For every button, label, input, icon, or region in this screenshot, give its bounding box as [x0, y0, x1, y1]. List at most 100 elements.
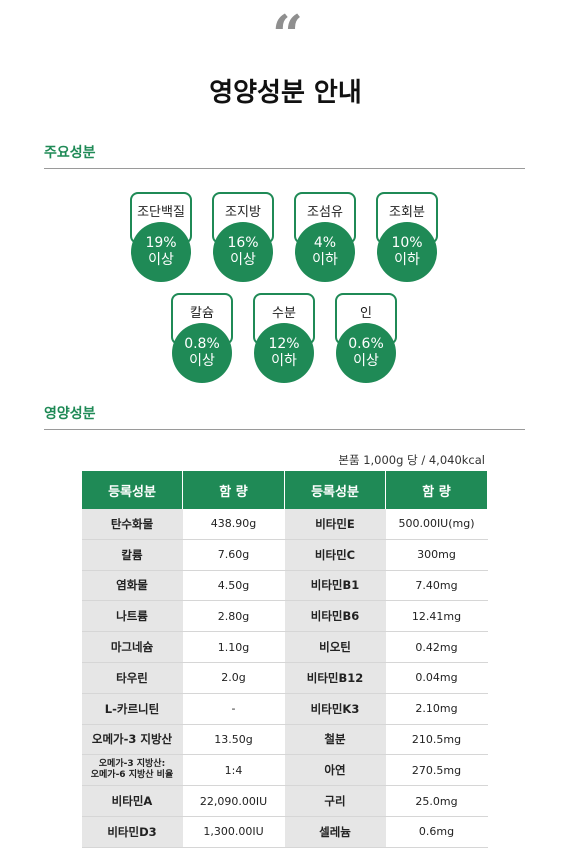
- badge-label: 조단백질: [137, 205, 185, 220]
- ingredient-amount: 22,090.00IU: [182, 785, 285, 817]
- badge-label: 수분: [272, 306, 296, 321]
- ingredient-amount: 270.5mg: [385, 754, 488, 787]
- table-row: 마그네슘 1.10g 비오틴 0.42mg: [81, 631, 488, 663]
- ingredient-name: 셀레늄: [284, 816, 386, 848]
- page-title: 영양성분 안내: [209, 78, 362, 108]
- ingredient-amount: 210.5mg: [385, 724, 488, 756]
- ingredient-name: L-카르니틴: [81, 693, 183, 725]
- badge-label: 조지방: [225, 205, 261, 220]
- badge-note: 이상: [353, 353, 379, 369]
- badge-value: 0.6%: [348, 336, 384, 352]
- table-row: 타우린 2.0g 비타민B12 0.04mg: [81, 662, 488, 694]
- badge-value: 19%: [145, 235, 177, 251]
- table-row: L-카르니틴 - 비타민K3 2.10mg: [81, 693, 488, 725]
- ingredient-amount: 1:4: [182, 754, 285, 787]
- column-header: 등록성분: [81, 471, 183, 509]
- badge-circle: 10% 이하: [377, 222, 437, 282]
- badge-note: 이하: [271, 353, 297, 369]
- badge-note: 이상: [230, 252, 256, 268]
- column-header: 함 량: [182, 471, 285, 509]
- column-header: 등록성분: [284, 471, 386, 509]
- ingredient-amount: 4.50g: [182, 570, 285, 602]
- badge-value: 0.8%: [184, 336, 220, 352]
- table-row: 비타민D3 1,300.00IU 셀레늄 0.6mg: [81, 816, 488, 848]
- ingredient-name: 비타민B6: [284, 600, 386, 633]
- nutrition-table: 등록성분 함 량 등록성분 함 량 탄수화물 438.90g 비타민E 500.…: [81, 471, 488, 848]
- ingredient-name: 오메가-3 지방산: 오메가-6 지방산 비율: [81, 754, 183, 787]
- ingredient-amount: 0.6mg: [385, 816, 488, 848]
- table-row: 나트륨 2.80g 비타민B6 12.41mg: [81, 600, 488, 633]
- ingredient-badge: 칼슘 0.8% 이상: [171, 293, 233, 385]
- ingredient-amount: 25.0mg: [385, 785, 488, 817]
- ingredient-amount: 438.90g: [182, 509, 285, 540]
- table-row: 칼륨 7.60g 비타민C 300mg: [81, 539, 488, 571]
- ingredient-name: 마그네슘: [81, 631, 183, 663]
- ingredient-name: 오메가-3 지방산: [81, 724, 183, 756]
- ingredient-badge: 조회분 10% 이하: [376, 192, 438, 284]
- ingredient-name: 비타민K3: [284, 693, 386, 725]
- table-row: 오메가-3 지방산: 오메가-6 지방산 비율 1:4 아연 270.5mg: [81, 754, 488, 787]
- quote-mark-icon: “: [271, 3, 303, 67]
- column-header: 함 량: [385, 471, 488, 509]
- badge-circle: 0.8% 이상: [172, 323, 232, 383]
- badge-label: 인: [360, 306, 372, 321]
- unit-note: 본품 1,000g 당 / 4,040kcal: [338, 453, 485, 467]
- ingredient-name: 구리: [284, 785, 386, 817]
- ingredient-badge: 조섬유 4% 이하: [294, 192, 356, 284]
- ingredient-amount: 1.10g: [182, 631, 285, 663]
- table-row: 비타민A 22,090.00IU 구리 25.0mg: [81, 785, 488, 817]
- ingredient-name: 칼륨: [81, 539, 183, 571]
- badge-value: 12%: [268, 336, 300, 352]
- ingredient-amount: 0.42mg: [385, 631, 488, 663]
- ingredient-amount: 2.10mg: [385, 693, 488, 725]
- ingredient-badge: 조지방 16% 이상: [212, 192, 274, 284]
- ingredient-amount: 0.04mg: [385, 662, 488, 694]
- ingredient-name: 비타민D3: [81, 816, 183, 848]
- main-ingredients-heading: 주요성분: [44, 142, 525, 169]
- ingredient-amount: -: [182, 693, 285, 725]
- ingredient-amount: 2.0g: [182, 662, 285, 694]
- ingredient-name: 비타민A: [81, 785, 183, 817]
- ingredient-badge: 수분 12% 이하: [253, 293, 315, 385]
- badge-label: 조섬유: [307, 205, 343, 220]
- table-row: 탄수화물 438.90g 비타민E 500.00IU(mg): [81, 509, 488, 540]
- badge-note: 이하: [312, 252, 338, 268]
- ingredient-amount: 13.50g: [182, 724, 285, 756]
- ingredient-name: 비타민B1: [284, 570, 386, 602]
- badge-value: 4%: [313, 235, 337, 251]
- badge-circle: 16% 이상: [213, 222, 273, 282]
- ingredient-amount: 300mg: [385, 539, 488, 571]
- badge-circle: 4% 이하: [295, 222, 355, 282]
- ingredient-amount: 1,300.00IU: [182, 816, 285, 848]
- ingredient-name: 비타민C: [284, 539, 386, 571]
- ingredient-amount: 7.60g: [182, 539, 285, 571]
- badge-label: 조회분: [389, 205, 425, 220]
- ingredient-amount: 500.00IU(mg): [385, 509, 488, 540]
- ingredient-badge: 인 0.6% 이상: [335, 293, 397, 385]
- badge-circle: 19% 이상: [131, 222, 191, 282]
- badge-note: 이상: [148, 252, 174, 268]
- badge-note: 이하: [394, 252, 420, 268]
- ingredient-badge: 조단백질 19% 이상: [130, 192, 192, 284]
- ingredient-name: 비오틴: [284, 631, 386, 663]
- table-row: 염화물 4.50g 비타민B1 7.40mg: [81, 570, 488, 602]
- badge-circle: 12% 이하: [254, 323, 314, 383]
- ingredient-amount: 2.80g: [182, 600, 285, 633]
- badge-circle: 0.6% 이상: [336, 323, 396, 383]
- ingredient-name: 나트륨: [81, 600, 183, 633]
- nutrition-heading: 영양성분: [44, 403, 525, 430]
- table-row: 오메가-3 지방산 13.50g 철분 210.5mg: [81, 724, 488, 756]
- ingredient-name: 철분: [284, 724, 386, 756]
- ingredient-name: 아연: [284, 754, 386, 787]
- badge-label: 칼슘: [190, 306, 214, 321]
- badge-note: 이상: [189, 353, 215, 369]
- ingredient-name: 타우린: [81, 662, 183, 694]
- badge-value: 16%: [227, 235, 259, 251]
- table-header-row: 등록성분 함 량 등록성분 함 량: [81, 471, 488, 509]
- ingredient-name: 비타민B12: [284, 662, 386, 694]
- ingredient-name: 탄수화물: [81, 509, 183, 540]
- ingredient-amount: 7.40mg: [385, 570, 488, 602]
- badge-value: 10%: [391, 235, 423, 251]
- ingredient-amount: 12.41mg: [385, 600, 488, 633]
- ingredient-name: 염화물: [81, 570, 183, 602]
